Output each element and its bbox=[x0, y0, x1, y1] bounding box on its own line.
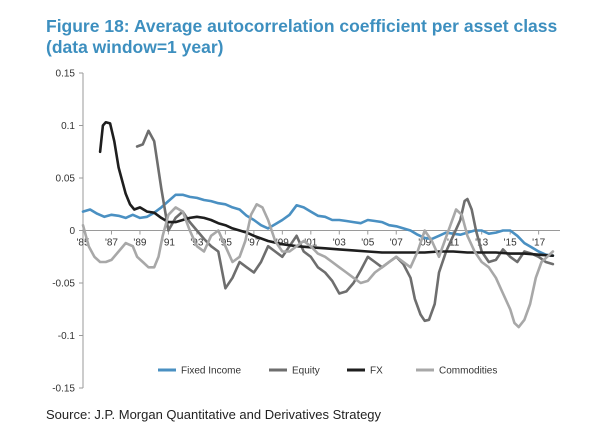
legend-label-commodities: Commodities bbox=[439, 366, 497, 377]
y-tick-label: -0.1 bbox=[58, 331, 76, 342]
series-line-fixed-income bbox=[81, 193, 555, 257]
y-tick-label: -0.15 bbox=[52, 384, 75, 395]
legend: Fixed Income Equity FX Commodities bbox=[158, 366, 497, 377]
x-tick-label: '05 bbox=[361, 238, 374, 249]
x-tick-label: '89 bbox=[133, 238, 146, 249]
x-tick-label: '01 bbox=[304, 238, 317, 249]
x-tick-label: '95 bbox=[219, 238, 232, 249]
chart-title: Figure 18: Average autocorrelation coeff… bbox=[46, 16, 558, 57]
legend-label-equity: Equity bbox=[292, 366, 320, 377]
legend-label-fx: FX bbox=[370, 366, 383, 377]
x-tick-label: '85 bbox=[76, 238, 89, 249]
x-tick-label: '17 bbox=[532, 238, 545, 249]
x-tick-label: '93 bbox=[190, 238, 203, 249]
x-tick-label: '07 bbox=[390, 238, 403, 249]
x-tick-label: '15 bbox=[504, 238, 517, 249]
x-tick-label: '91 bbox=[162, 238, 175, 249]
x-tick-label: '97 bbox=[247, 238, 260, 249]
series-line-commodities bbox=[81, 203, 555, 329]
y-tick-label: 0.15 bbox=[56, 69, 76, 80]
x-tick-label: '13 bbox=[475, 238, 488, 249]
x-tick-label: '03 bbox=[333, 238, 346, 249]
y-tick-label: 0.1 bbox=[61, 121, 75, 132]
series-line-fx bbox=[98, 121, 555, 257]
x-tick-label: '09 bbox=[418, 238, 431, 249]
y-tick-label: -0.05 bbox=[52, 279, 75, 290]
source-note: Source: J.P. Morgan Quantitative and Der… bbox=[46, 407, 382, 422]
series-group bbox=[81, 121, 555, 329]
y-axis: 0.15 0.1 0.05 0 -0.05 -0.1 -0.15 bbox=[52, 69, 84, 395]
legend-label-fixed-income: Fixed Income bbox=[181, 366, 241, 377]
x-tick-label: '87 bbox=[105, 238, 118, 249]
x-tick-label: '11 bbox=[447, 238, 460, 249]
y-tick-label: 0 bbox=[69, 226, 75, 237]
y-tick-label: 0.05 bbox=[56, 174, 76, 185]
series-line-equity bbox=[135, 129, 555, 323]
